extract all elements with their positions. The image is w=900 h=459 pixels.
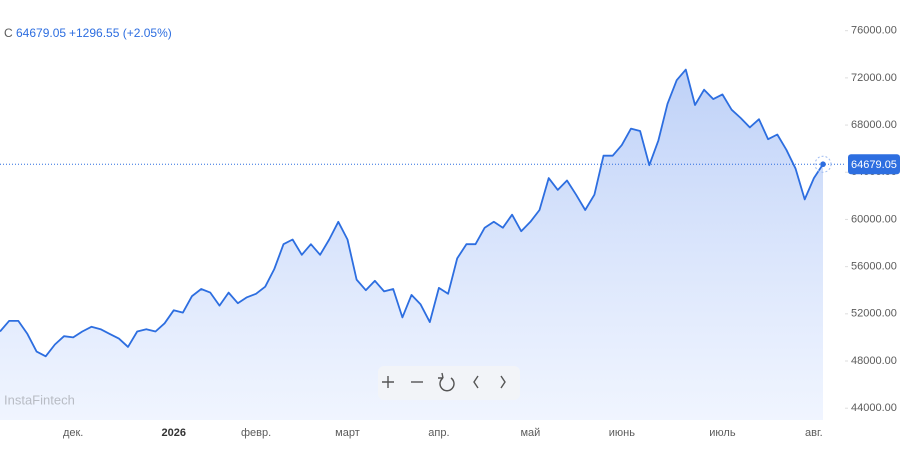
controls-background — [378, 366, 520, 400]
x-tick-label: дек. — [63, 427, 83, 439]
y-tick-label: 76000.00 — [851, 25, 897, 37]
plot-area — [0, 68, 845, 420]
last-price: 64679.05 — [16, 26, 66, 40]
x-tick-label: апр. — [428, 427, 449, 439]
x-tick-label: 2026 — [162, 427, 186, 439]
x-tick-label: июль — [709, 427, 736, 439]
scroll-right-button[interactable] — [500, 375, 506, 389]
price-badge — [848, 154, 900, 175]
area — [0, 69, 823, 420]
y-tick-label: 48000.00 — [851, 355, 897, 367]
price-line — [0, 68, 824, 358]
zoom-controls — [378, 366, 520, 400]
x-tick-label: март — [335, 427, 360, 439]
y-tick-label: 52000.00 — [851, 308, 897, 320]
ticker: C — [4, 26, 13, 40]
x-tick-label: июнь — [609, 427, 635, 439]
scroll-left-button[interactable] — [473, 375, 479, 389]
y-tick-label: 56000.00 — [851, 261, 897, 273]
x-tick-label: февр. — [241, 427, 271, 439]
y-tick-label: 72000.00 — [851, 72, 897, 84]
last-point-halo — [814, 155, 832, 173]
watermark: InstaFintech — [4, 392, 75, 407]
y-tick-label: 44000.00 — [851, 402, 897, 414]
x-tick-label: май — [520, 427, 540, 439]
last-point — [820, 161, 826, 168]
reset-button[interactable] — [438, 372, 455, 392]
y-tick-label: 68000.00 — [851, 119, 897, 131]
zoom-in-button[interactable] — [382, 376, 394, 388]
x-tick-label: авг. — [805, 427, 823, 439]
y-tick-label: 60000.00 — [851, 213, 897, 225]
price-change: +1296.55 (+2.05%) — [69, 26, 172, 40]
price-badge-label: 64679.05 — [851, 159, 897, 171]
